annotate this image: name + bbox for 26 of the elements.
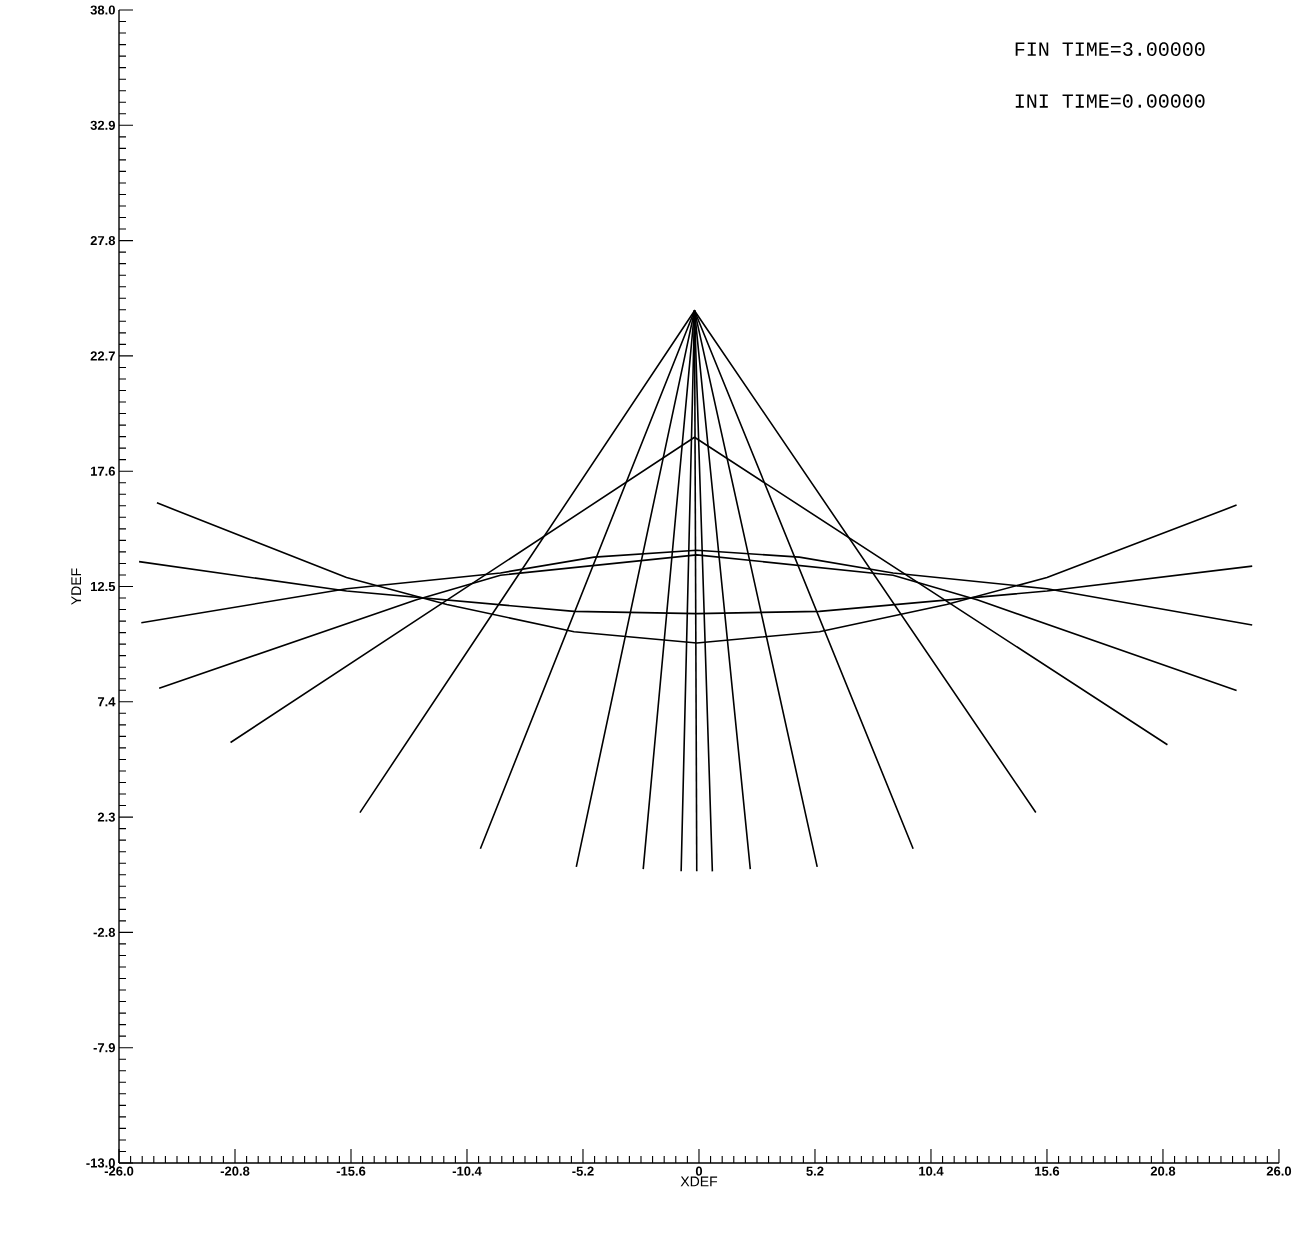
y-tick-label: 32.9	[90, 120, 115, 130]
x-tick-label: 10.4	[919, 1166, 944, 1176]
annotation: INI TIME=0.00000	[1015, 94, 1205, 108]
y-tick-label: -7.9	[93, 1043, 115, 1053]
y-tick-label: 22.7	[90, 351, 115, 361]
x-tick-label: 5.2	[806, 1166, 824, 1176]
annotation: FIN TIME=3.00000	[1015, 42, 1205, 56]
y-tick-label: -13.0	[86, 1158, 115, 1168]
y-tick-label: 2.3	[97, 812, 115, 822]
y-tick-label: 12.5	[90, 581, 116, 592]
x-tick-label: -26.0	[104, 1166, 134, 1176]
x-tick-label: 20.8	[1150, 1166, 1176, 1176]
x-tick-label: 26.0	[1266, 1166, 1292, 1176]
x-tick-label: 0	[695, 1166, 703, 1176]
y-tick-label: 17.6	[90, 466, 115, 476]
x-tick-label: -15.6	[336, 1166, 366, 1176]
y-tick-label: 27.8	[90, 236, 116, 246]
x-tick-label: -10.4	[452, 1166, 482, 1176]
y-tick-label: 38.0	[90, 5, 115, 15]
x-axis-title: XDEF	[680, 1176, 718, 1187]
y-tick-label: -2.8	[93, 927, 116, 937]
y-axis-title: YDEF	[71, 568, 81, 605]
x-tick-label: -20.8	[220, 1166, 250, 1176]
x-tick-label: 15.6	[1035, 1166, 1060, 1176]
y-tick-label: 7.4	[97, 697, 116, 707]
x-tick-label: -5.2	[572, 1166, 594, 1176]
